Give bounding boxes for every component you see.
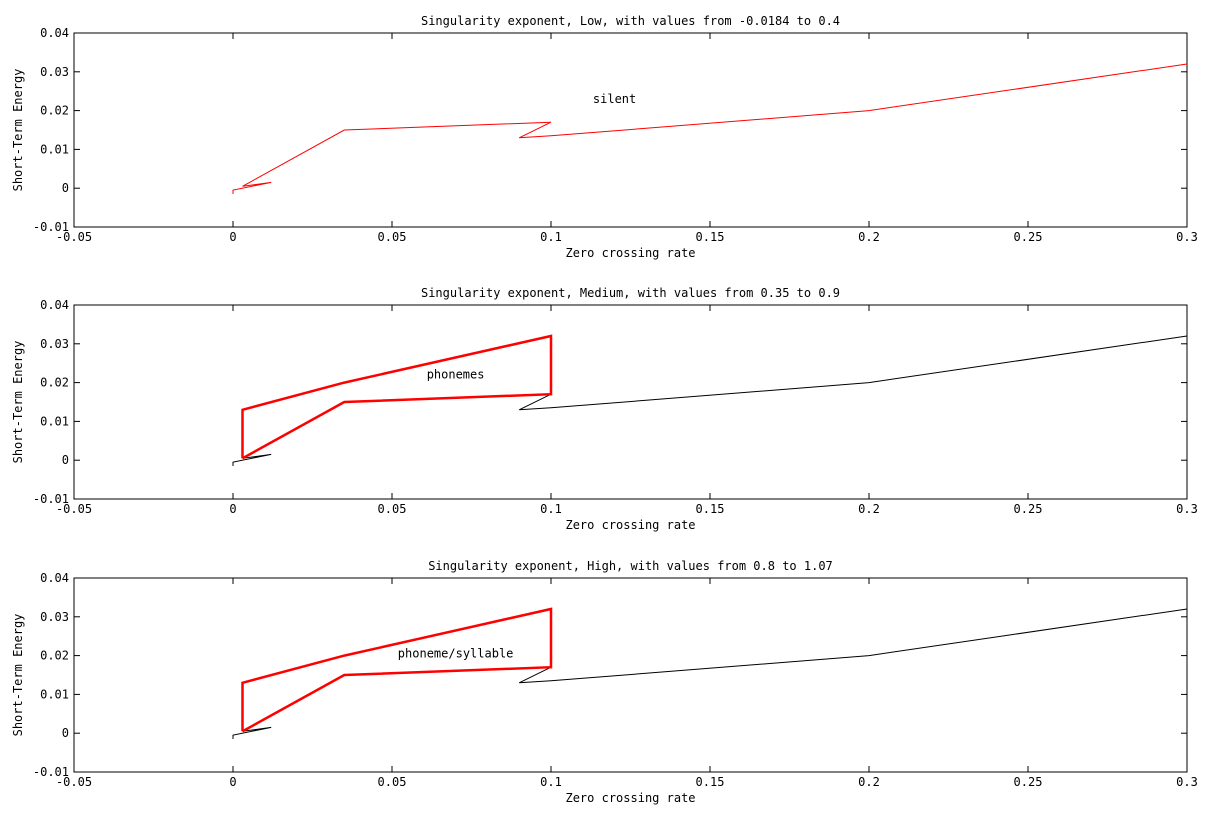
- x-tick-label: 0.3: [1176, 775, 1198, 789]
- x-tick-label: 0.3: [1176, 502, 1198, 516]
- subplot-2: Singularity exponent, Medium, with value…: [11, 286, 1198, 532]
- y-tick-label: 0.04: [40, 298, 69, 312]
- x-tick-label: 0.2: [858, 230, 880, 244]
- x-tick-label: -0.05: [56, 230, 92, 244]
- x-axis-label: Zero crossing rate: [565, 246, 695, 260]
- x-tick-label: 0: [229, 502, 236, 516]
- annotation-label: phoneme/syllable: [398, 647, 514, 661]
- x-tick-label: 0.05: [378, 775, 407, 789]
- x-tick-label: 0.15: [696, 775, 725, 789]
- y-tick-label: 0.03: [40, 337, 69, 351]
- annotation-label: phonemes: [427, 368, 485, 382]
- y-tick-label: 0.01: [40, 414, 69, 428]
- y-tick-label: 0.02: [40, 649, 69, 663]
- y-tick-label: 0: [62, 726, 69, 740]
- y-tick-label: 0.03: [40, 65, 69, 79]
- x-tick-label: 0.1: [540, 230, 562, 244]
- x-tick-label: 0.15: [696, 230, 725, 244]
- series-line-2: [241, 334, 553, 460]
- y-axis-label: Short-Term Energy: [11, 341, 25, 464]
- subplot-1: Singularity exponent, Low, with values f…: [11, 14, 1198, 260]
- x-tick-label: 0.25: [1014, 775, 1043, 789]
- x-tick-label: 0.2: [858, 775, 880, 789]
- x-tick-label: 0.2: [858, 502, 880, 516]
- chart-title: Singularity exponent, Low, with values f…: [421, 14, 840, 28]
- x-tick-label: 0.1: [540, 775, 562, 789]
- y-tick-label: 0.01: [40, 687, 69, 701]
- x-tick-label: -0.05: [56, 502, 92, 516]
- chart-title: Singularity exponent, Medium, with value…: [421, 286, 840, 300]
- x-tick-label: 0: [229, 230, 236, 244]
- y-tick-label: -0.01: [33, 220, 69, 234]
- subplot-3: Singularity exponent, High, with values …: [11, 559, 1198, 805]
- x-tick-label: -0.05: [56, 775, 92, 789]
- x-tick-label: 0.05: [378, 502, 407, 516]
- series-line-2: [241, 607, 553, 733]
- x-tick-label: 0.3: [1176, 230, 1198, 244]
- x-tick-label: 0.25: [1014, 502, 1043, 516]
- y-tick-label: 0.01: [40, 142, 69, 156]
- y-tick-label: 0.04: [40, 571, 69, 585]
- x-tick-label: 0.15: [696, 502, 725, 516]
- x-tick-label: 0: [229, 775, 236, 789]
- y-axis-label: Short-Term Energy: [11, 69, 25, 192]
- y-tick-label: -0.01: [33, 765, 69, 779]
- y-tick-label: 0.02: [40, 104, 69, 118]
- y-tick-label: 0.03: [40, 610, 69, 624]
- x-axis-label: Zero crossing rate: [565, 791, 695, 805]
- y-tick-label: 0.04: [40, 26, 69, 40]
- x-axis-label: Zero crossing rate: [565, 518, 695, 532]
- x-tick-label: 0.25: [1014, 230, 1043, 244]
- y-tick-label: -0.01: [33, 492, 69, 506]
- chart-title: Singularity exponent, High, with values …: [428, 559, 833, 573]
- y-tick-label: 0: [62, 453, 69, 467]
- x-tick-label: 0.05: [378, 230, 407, 244]
- y-tick-label: 0: [62, 181, 69, 195]
- y-axis-label: Short-Term Energy: [11, 614, 25, 737]
- annotation-label: silent: [593, 92, 636, 106]
- y-tick-label: 0.02: [40, 376, 69, 390]
- x-tick-label: 0.1: [540, 502, 562, 516]
- series-line-1: [232, 63, 1188, 194]
